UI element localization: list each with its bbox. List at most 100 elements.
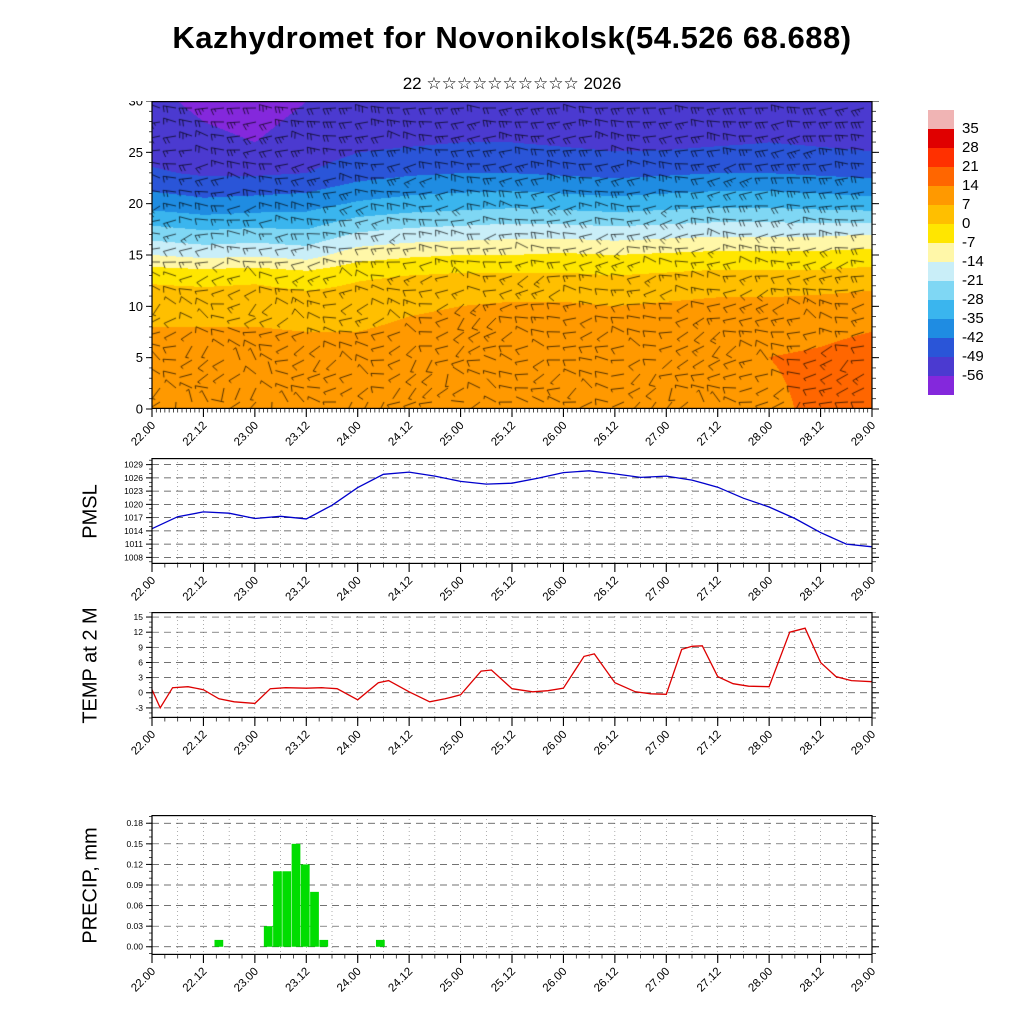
colorbar: [928, 110, 954, 395]
colorbar-cell: [928, 376, 954, 395]
y-tick-label: 0.00: [126, 942, 143, 952]
page-title: Kazhydromet for Novonikolsk(54.526 68.68…: [172, 20, 852, 55]
y-tick-label: 0: [138, 688, 143, 698]
colorbar-cell: [928, 186, 954, 205]
x-tick-label: 22.00: [129, 729, 158, 758]
y-tick-label: 15: [134, 612, 144, 622]
x-tick-label: 26.12: [592, 966, 621, 995]
x-tick-label: 24.00: [335, 575, 364, 604]
x-tick-label: 28.00: [746, 729, 775, 758]
x-tick-label: 22.12: [181, 420, 210, 449]
cross-section-canvas: [152, 101, 872, 409]
x-tick-label: 23.00: [232, 575, 261, 604]
y-tick-label: 1017: [124, 513, 143, 523]
colorbar-cell: [928, 319, 954, 338]
precip-bar: [291, 843, 301, 947]
y-tick-label: 0: [136, 402, 143, 417]
colorbar-label: -49: [962, 348, 984, 365]
y-tick-label: 0.06: [126, 901, 143, 911]
x-tick-label: 25.12: [489, 966, 518, 995]
y-tick-label: 0.09: [126, 880, 143, 890]
colorbar-cell: [928, 148, 954, 167]
colorbar-label: -56: [962, 367, 984, 384]
y-tick-label: 0.03: [126, 921, 143, 931]
temp2m-chart: -3 0 3 6 9 12 15 22.00 22.12 23.00 23.12 24.00 24.12…: [129, 612, 879, 758]
colorbar-label: -28: [962, 291, 984, 308]
x-tick-label: 22.00: [129, 420, 158, 449]
plot-frame: [151, 458, 873, 565]
x-tick-label: 23.00: [232, 420, 261, 449]
y-tick-label: 30: [129, 101, 143, 109]
x-tick-label: 24.12: [386, 575, 415, 604]
y-tick-label: 3: [138, 673, 143, 683]
colorbar-label: -14: [962, 253, 984, 270]
colorbar-label: -21: [962, 272, 984, 289]
x-tick-label: 22.00: [129, 575, 158, 604]
x-tick-label: 23.00: [232, 966, 261, 995]
x-tick-label: 24.00: [335, 729, 364, 758]
colorbar-cell: [928, 243, 954, 262]
x-tick-label: 29.00: [849, 420, 878, 449]
plot-frame: [151, 612, 873, 719]
y-tick-label: 1014: [124, 526, 143, 536]
y-tick-label: 15: [129, 248, 143, 263]
x-tick-label: 25.12: [489, 729, 518, 758]
y-tick-label: 1026: [124, 473, 143, 483]
x-tick-label: 23.00: [232, 729, 261, 758]
x-tick-label: 29.00: [849, 729, 878, 758]
colorbar-cell: [928, 357, 954, 376]
x-tick-label: 27.00: [644, 420, 673, 449]
colorbar-label: 35: [962, 120, 979, 137]
x-tick-label: 27.12: [695, 575, 724, 604]
chart-subtitle: 22 ☆☆☆☆☆☆☆☆☆☆ 2026: [402, 74, 622, 93]
y-tick-label: 20: [129, 196, 143, 211]
x-tick-label: 22.12: [181, 729, 210, 758]
precip-chart: 0.00 0.03 0.06 0.09 0.12 0.15 0.18 22.00 22.12 23…: [126, 815, 879, 995]
pmsl-series-line: [151, 470, 873, 548]
x-tick-label: 25.00: [438, 729, 467, 758]
colorbar-cell: [928, 300, 954, 319]
colorbar-label: 7: [962, 196, 971, 213]
x-tick-label: 26.12: [592, 575, 621, 604]
y-tick-label: -3: [135, 703, 143, 713]
pmsl-chart: 1008 1011 1014 1017 1020 1023 1026 1029 22.00 22.…: [124, 458, 879, 604]
y-tick-label: 12: [134, 627, 144, 637]
colorbar-cell: [928, 281, 954, 300]
x-tick-label: 26.00: [541, 966, 570, 995]
precip-bar: [282, 871, 292, 947]
y-tick-label: 0.12: [126, 859, 143, 869]
x-tick-label: 26.00: [541, 575, 570, 604]
colorbar-cell: [928, 262, 954, 281]
y-tick-label: 0.15: [126, 839, 143, 849]
y-tick-label: 0.18: [126, 818, 143, 828]
x-tick-label: 28.00: [746, 966, 775, 995]
precip-bar: [319, 939, 329, 947]
x-tick-label: 27.00: [644, 575, 673, 604]
colorbar-cell: [928, 167, 954, 186]
x-tick-label: 23.12: [284, 966, 313, 995]
x-tick-label: 26.12: [592, 729, 621, 758]
y-tick-label: 5: [136, 350, 143, 365]
x-tick-label: 25.12: [489, 420, 518, 449]
cross-section-axes: 0 5 10 15 20 25 30 22.00 22.12 23.00 23.12 24.00 24.…: [129, 101, 879, 449]
x-tick-label: 26.00: [541, 420, 570, 449]
colorbar-cell: [928, 338, 954, 357]
x-tick-label: 25.12: [489, 575, 518, 604]
x-tick-label: 24.12: [386, 420, 415, 449]
y-tick-label: 1020: [124, 499, 143, 509]
x-tick-label: 28.12: [798, 729, 827, 758]
x-tick-label: 22.12: [181, 575, 210, 604]
x-tick-label: 25.00: [438, 420, 467, 449]
colorbar-label: -42: [962, 329, 984, 346]
x-tick-label: 28.12: [798, 575, 827, 604]
colorbar-label: -35: [962, 310, 984, 327]
colorbar-label: -7: [962, 234, 976, 251]
precip-bar: [214, 939, 224, 947]
y-tick-label: 1023: [124, 486, 143, 496]
colorbar-label: 28: [962, 139, 979, 156]
y-tick-label: 6: [138, 657, 143, 667]
x-tick-label: 23.12: [284, 575, 313, 604]
colorbar-cell: [928, 129, 954, 148]
x-tick-label: 28.00: [746, 575, 775, 604]
